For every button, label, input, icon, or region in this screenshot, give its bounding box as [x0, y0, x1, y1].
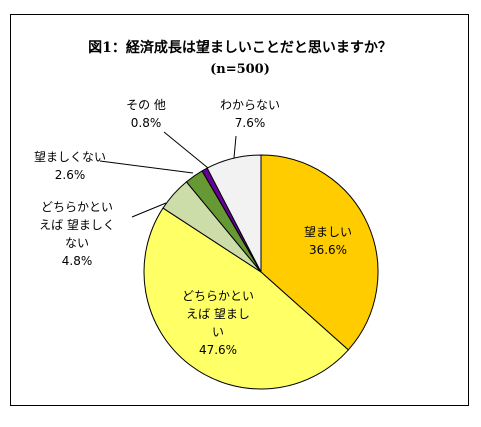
slice-label-2: えば 望ましく	[39, 218, 115, 232]
slice-value-4: 0.8%	[131, 116, 162, 130]
pie-slice-5	[206, 154, 262, 273]
slice-label-1: えば 望まし	[186, 307, 250, 321]
slice-value-1: 47.6%	[199, 343, 237, 357]
slice-label-0: 望ましい	[304, 225, 352, 239]
pie-slice-0	[260, 154, 379, 351]
chart-title: 図1：経済成長は望ましいことだと思いますか？	[88, 39, 392, 56]
slice-label-3: 望ましくない	[34, 150, 106, 164]
slice-value-5: 7.6%	[235, 116, 266, 130]
slice-value-0: 36.6%	[309, 243, 347, 257]
slice-label-2: ない	[65, 236, 89, 250]
slice-value-3: 2.6%	[55, 168, 86, 182]
slice-label-5: わからない	[220, 98, 280, 112]
slice-label-1: どちらかとい	[182, 289, 254, 303]
leader-line-5	[233, 135, 237, 159]
slice-label-2: どちらかとい	[41, 200, 113, 214]
pie-slice-1	[143, 207, 349, 390]
chart-subtitle: (n=500)	[210, 62, 270, 77]
leader-line-2	[131, 202, 167, 218]
leader-line-3	[99, 160, 194, 174]
slice-label-4: その 他	[126, 98, 166, 112]
slice-label-1: い	[212, 325, 224, 339]
slice-value-2: 4.8%	[62, 254, 93, 268]
leader-line-4	[163, 131, 209, 169]
